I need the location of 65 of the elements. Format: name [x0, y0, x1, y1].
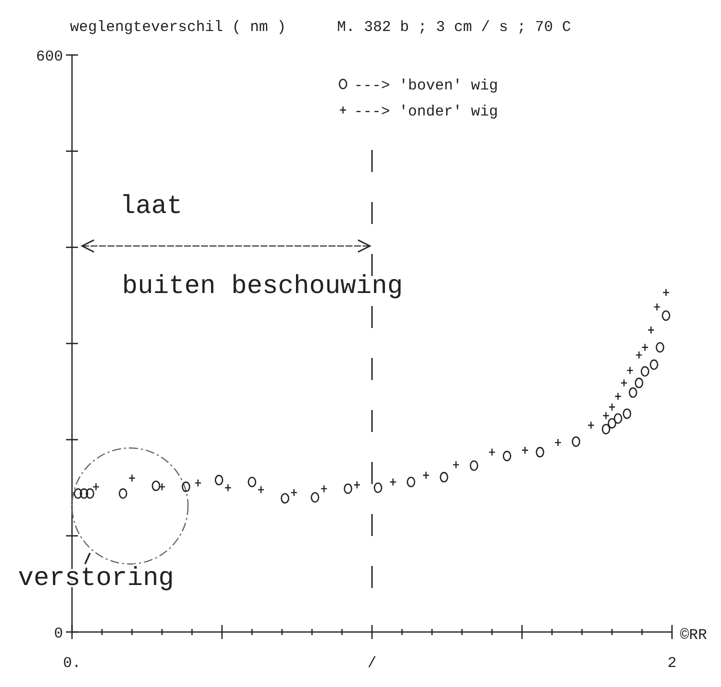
point	[488, 448, 496, 456]
point	[152, 480, 160, 492]
y-tick-label: 0	[54, 625, 63, 642]
point	[602, 412, 610, 420]
point	[406, 476, 416, 488]
point	[128, 474, 136, 482]
point	[662, 310, 670, 321]
point	[422, 471, 430, 480]
point	[214, 474, 224, 486]
point	[628, 387, 638, 398]
point	[602, 424, 610, 434]
annotation: buiten beschouwing	[122, 271, 403, 301]
point	[290, 488, 298, 497]
point	[470, 460, 478, 471]
point	[248, 476, 256, 488]
point	[521, 446, 529, 454]
legend-label: ---> 'onder' wig	[354, 103, 498, 120]
point	[502, 450, 512, 462]
point	[614, 413, 622, 424]
legend-label: ---> 'boven' wig	[354, 77, 498, 94]
point	[641, 343, 649, 352]
point	[80, 488, 88, 499]
point	[647, 326, 655, 334]
point	[650, 359, 658, 370]
point	[86, 488, 94, 499]
point	[452, 460, 460, 469]
point	[653, 302, 661, 312]
point	[182, 482, 190, 492]
point	[74, 488, 82, 499]
point	[374, 482, 382, 493]
chart-title: M. 382 b ; 3 cm / s ; 70 C	[337, 19, 572, 36]
point	[662, 288, 670, 297]
point	[224, 484, 232, 492]
point	[194, 478, 202, 488]
point	[554, 438, 562, 447]
point	[320, 484, 328, 493]
point	[118, 488, 128, 499]
y-axis-title: weglengteverschil ( nm )	[70, 19, 286, 36]
x-tick-label: /	[367, 655, 377, 672]
point	[620, 378, 628, 388]
point	[608, 418, 616, 429]
point	[280, 493, 290, 504]
point	[634, 378, 644, 388]
point	[389, 478, 397, 486]
point	[536, 446, 544, 458]
point	[622, 408, 632, 419]
point	[572, 436, 580, 447]
point	[257, 486, 265, 494]
point	[656, 342, 664, 353]
point	[310, 492, 320, 503]
point	[640, 366, 650, 377]
x-tick-label: 0.	[62, 655, 82, 672]
point	[344, 483, 352, 494]
point	[587, 421, 595, 430]
point	[608, 402, 616, 412]
point	[626, 366, 634, 375]
point	[635, 350, 643, 360]
point	[353, 480, 361, 489]
y-tick-label: 600	[36, 48, 63, 66]
point	[440, 472, 448, 482]
text: ©RR	[680, 627, 708, 644]
point	[92, 482, 100, 491]
x-tick-label: 2	[667, 655, 677, 672]
point	[614, 392, 622, 400]
annotation: laat	[120, 191, 182, 221]
